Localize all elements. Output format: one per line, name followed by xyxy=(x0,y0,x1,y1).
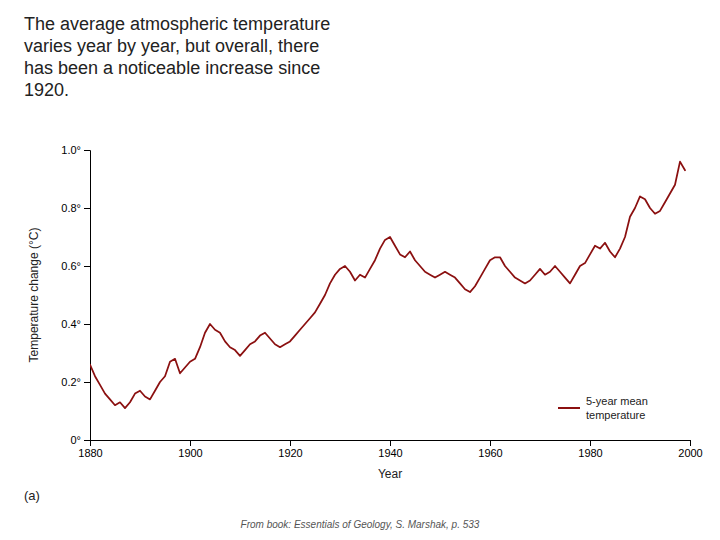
x-tick: 1940 xyxy=(378,440,402,459)
plot: 1880 1900 1920 1940 1960 1980 2000 0° 0.2° 0.4° 0.… xyxy=(27,144,703,481)
y-tick-mark xyxy=(84,266,90,267)
y-tick: 1.0° xyxy=(61,144,90,156)
series-line xyxy=(90,162,685,409)
x-tick-mark xyxy=(690,440,691,446)
y-axis-line xyxy=(84,151,91,441)
x-tick-label: 1980 xyxy=(578,447,602,459)
legend-swatch xyxy=(558,407,580,409)
y-tick: 0.4° xyxy=(61,318,90,330)
x-tick-label: 1960 xyxy=(478,447,502,459)
y-tick-label: 0.2° xyxy=(61,376,81,388)
y-tick-mark xyxy=(84,208,90,209)
x-axis-title: Year xyxy=(378,467,402,481)
x-tick-label: 2000 xyxy=(678,447,702,459)
x-tick: 1900 xyxy=(178,440,202,459)
caption: From book: Essentials of Geology, S. Mar… xyxy=(241,519,480,530)
y-tick-label: 1.0° xyxy=(61,144,81,156)
x-tick: 1920 xyxy=(278,440,302,459)
x-tick: 1880 xyxy=(78,440,102,459)
y-tick-mark xyxy=(84,440,90,441)
legend-label: 5-year meantemperature xyxy=(586,395,648,421)
y-tick-mark xyxy=(84,382,90,383)
x-tick-label: 1940 xyxy=(378,447,402,459)
x-tick: 2000 xyxy=(678,440,702,459)
x-tick-label: 1900 xyxy=(178,447,202,459)
y-tick-mark xyxy=(84,324,90,325)
y-tick-label: 0° xyxy=(70,434,81,446)
panel-label: (a) xyxy=(24,488,40,503)
x-tick: 1960 xyxy=(478,440,502,459)
x-tick-label: 1920 xyxy=(278,447,302,459)
y-tick: 0° xyxy=(70,434,90,446)
marks xyxy=(90,162,685,409)
title: The average atmospheric temperaturevarie… xyxy=(24,14,330,100)
x-tick-mark xyxy=(290,440,291,446)
y-tick-label: 0.8° xyxy=(61,202,81,214)
y-tick-label: 0.6° xyxy=(61,260,81,272)
x-tick-label: 1880 xyxy=(78,447,102,459)
y-tick: 0.8° xyxy=(61,202,90,214)
x-axis-line xyxy=(91,441,691,447)
x-axis: 1880 1900 1920 1940 1960 1980 2000 xyxy=(78,440,702,459)
x-tick-mark xyxy=(190,440,191,446)
y-tick: 0.2° xyxy=(61,376,90,388)
x-tick: 1980 xyxy=(578,440,602,459)
y-axis-title: Temperature change (°C) xyxy=(27,228,41,363)
legend: 5-year meantemperature xyxy=(558,395,648,421)
y-tick-mark xyxy=(84,150,90,151)
x-tick-mark xyxy=(390,440,391,446)
x-tick-mark xyxy=(590,440,591,446)
y-tick: 0.6° xyxy=(61,260,90,272)
chart: The average atmospheric temperaturevarie… xyxy=(0,0,720,540)
y-tick-label: 0.4° xyxy=(61,318,81,330)
y-axis: 0° 0.2° 0.4° 0.6° 0.8° 1.0° xyxy=(61,144,90,446)
x-tick-mark xyxy=(490,440,491,446)
